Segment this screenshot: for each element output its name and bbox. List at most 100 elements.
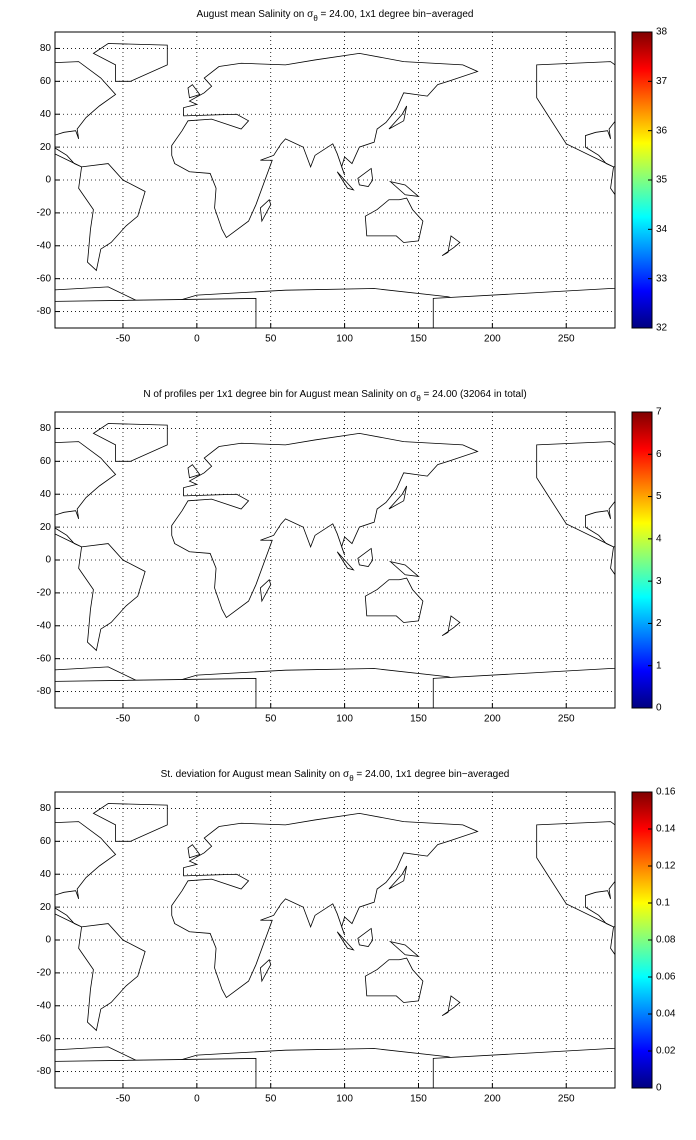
land bbox=[441, 995, 461, 1016]
colorbar-tick-label: 33 bbox=[656, 273, 668, 284]
colorbar-tick-label: 32 bbox=[656, 323, 668, 334]
map-panel: St. deviation for August mean Salinity o… bbox=[37, 769, 676, 1105]
y-tick-label: -80 bbox=[37, 1066, 52, 1077]
y-tick-label: -60 bbox=[37, 273, 52, 284]
land bbox=[55, 821, 117, 928]
y-tick-label: 20 bbox=[40, 522, 52, 533]
title-part: = 24.00 (32064 in total) bbox=[421, 389, 527, 400]
panel-title: N of profiles per 1x1 degree bin for Aug… bbox=[143, 389, 526, 403]
land bbox=[357, 927, 374, 948]
y-tick-label: 40 bbox=[40, 869, 52, 880]
land bbox=[92, 43, 168, 82]
y-tick-label: -20 bbox=[37, 968, 52, 979]
y-tick-label: -60 bbox=[37, 653, 52, 664]
land bbox=[388, 485, 408, 510]
land bbox=[171, 812, 479, 999]
title-part: θ bbox=[349, 774, 354, 783]
land bbox=[364, 197, 424, 243]
y-tick-label: 60 bbox=[40, 76, 52, 87]
land bbox=[357, 547, 374, 568]
y-tick-label: -40 bbox=[37, 620, 52, 631]
colorbar-tick-label: 3 bbox=[656, 576, 662, 587]
x-tick-label: 0 bbox=[194, 714, 200, 725]
x-tick-label: 200 bbox=[484, 714, 501, 725]
y-tick-label: 80 bbox=[40, 423, 52, 434]
land bbox=[55, 677, 257, 708]
y-tick-label: -40 bbox=[37, 240, 52, 251]
y-tick-label: -80 bbox=[37, 306, 52, 317]
y-tick-label: 20 bbox=[40, 902, 52, 913]
land bbox=[78, 923, 146, 1032]
title-part: August mean Salinity on σ bbox=[197, 9, 315, 20]
land bbox=[388, 180, 420, 198]
y-tick-label: 60 bbox=[40, 836, 52, 847]
colorbar-tick-label: 0.08 bbox=[656, 935, 676, 946]
colorbar-tick-label: 4 bbox=[656, 533, 662, 544]
land bbox=[187, 464, 201, 479]
land bbox=[441, 235, 461, 256]
land bbox=[187, 844, 201, 859]
y-tick-label: -20 bbox=[37, 208, 52, 219]
colorbar-tick-label: 2 bbox=[656, 618, 662, 629]
land bbox=[610, 926, 615, 956]
x-tick-label: -50 bbox=[116, 1094, 131, 1105]
land bbox=[55, 1057, 257, 1088]
y-tick-label: 20 bbox=[40, 142, 52, 153]
land bbox=[259, 959, 272, 983]
title-part: N of profiles per 1x1 degree bin for Aug… bbox=[143, 389, 417, 400]
axes-box bbox=[54, 31, 616, 329]
colorbar-tick-label: 0.06 bbox=[656, 972, 676, 983]
colorbar-tick-label: 36 bbox=[656, 125, 668, 136]
colorbar-tick-label: 0.16 bbox=[656, 787, 676, 798]
land bbox=[441, 615, 461, 636]
coastlines bbox=[55, 43, 615, 328]
land bbox=[92, 803, 168, 842]
land bbox=[432, 667, 615, 708]
land bbox=[388, 560, 420, 578]
land bbox=[388, 940, 420, 958]
land bbox=[357, 167, 374, 188]
land bbox=[55, 441, 117, 548]
title-part: St. deviation for August mean Salinity o… bbox=[161, 769, 350, 780]
colorbar-tick-label: 37 bbox=[656, 76, 668, 87]
axes-box bbox=[54, 791, 616, 1089]
land bbox=[364, 577, 424, 623]
land bbox=[187, 84, 201, 99]
colorbar bbox=[631, 411, 653, 709]
map-panel: N of profiles per 1x1 degree bin for Aug… bbox=[37, 389, 662, 725]
land bbox=[78, 543, 146, 652]
title-part: θ bbox=[313, 14, 318, 23]
land bbox=[336, 931, 355, 951]
land bbox=[259, 199, 272, 223]
colorbar-tick-label: 5 bbox=[656, 491, 662, 502]
land bbox=[92, 423, 168, 462]
map-panel: August mean Salinity on σθ = 24.00, 1x1 … bbox=[37, 9, 668, 345]
colorbar-tick-label: 7 bbox=[656, 407, 662, 418]
land bbox=[432, 1047, 615, 1088]
x-tick-label: 200 bbox=[484, 1094, 501, 1105]
y-tick-label: 0 bbox=[45, 175, 51, 186]
land bbox=[171, 52, 479, 239]
y-tick-label: -60 bbox=[37, 1033, 52, 1044]
x-tick-label: 250 bbox=[558, 1094, 575, 1105]
panel-title: August mean Salinity on σθ = 24.00, 1x1 … bbox=[197, 9, 474, 23]
x-tick-label: 100 bbox=[336, 1094, 353, 1105]
colorbar-tick-label: 0 bbox=[656, 1083, 662, 1094]
land bbox=[259, 579, 272, 603]
title-part: = 24.00, 1x1 degree bin−averaged bbox=[318, 9, 474, 20]
land bbox=[55, 297, 257, 328]
y-tick-label: -20 bbox=[37, 588, 52, 599]
x-tick-label: 250 bbox=[558, 334, 575, 345]
land bbox=[610, 166, 615, 196]
colorbar-tick-label: 35 bbox=[656, 175, 668, 186]
x-tick-label: 50 bbox=[265, 1094, 277, 1105]
coastlines bbox=[55, 803, 615, 1088]
axes-box bbox=[54, 411, 616, 709]
y-tick-label: 60 bbox=[40, 456, 52, 467]
land bbox=[364, 957, 424, 1003]
land bbox=[78, 163, 146, 272]
x-tick-label: 100 bbox=[336, 334, 353, 345]
land bbox=[536, 821, 615, 928]
x-tick-label: 100 bbox=[336, 714, 353, 725]
